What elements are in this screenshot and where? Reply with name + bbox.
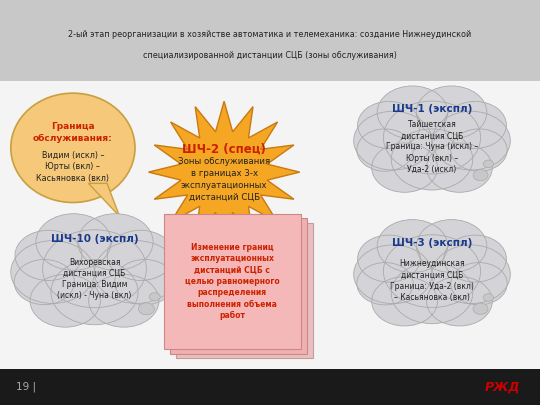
Circle shape <box>473 303 488 314</box>
Circle shape <box>11 241 94 303</box>
Text: Тайшетская
дистанция СЦБ
Граница: Чуна (искл) –
Юрты (вкл) –
Уда-2 (искл): Тайшетская дистанция СЦБ Граница: Чуна (… <box>386 120 478 174</box>
Polygon shape <box>89 183 119 216</box>
Text: ШЧ-2 (спец): ШЧ-2 (спец) <box>182 143 266 156</box>
Text: ШЧ-1 (экспл): ШЧ-1 (экспл) <box>392 104 472 114</box>
Circle shape <box>78 214 153 270</box>
Text: РЖД: РЖД <box>484 380 520 393</box>
Circle shape <box>357 262 413 305</box>
Ellipse shape <box>11 93 135 202</box>
Circle shape <box>427 277 492 326</box>
Circle shape <box>416 86 487 139</box>
Text: Зоны обслуживания
в границах 3-х
эксплуатационных
дистанций СЦБ: Зоны обслуживания в границах 3-х эксплуа… <box>178 157 270 201</box>
Circle shape <box>357 235 420 282</box>
Circle shape <box>377 86 448 139</box>
Circle shape <box>377 220 448 273</box>
Circle shape <box>89 275 159 327</box>
FancyBboxPatch shape <box>176 223 313 358</box>
Circle shape <box>444 235 507 282</box>
Circle shape <box>432 111 510 170</box>
Text: ШЧ-10 (экспл): ШЧ-10 (экспл) <box>51 234 138 244</box>
FancyBboxPatch shape <box>164 214 301 349</box>
Text: ШЧ-3 (экспл): ШЧ-3 (экспл) <box>392 238 472 248</box>
Circle shape <box>372 277 437 326</box>
FancyBboxPatch shape <box>0 0 540 369</box>
Circle shape <box>354 111 432 170</box>
Circle shape <box>473 170 488 181</box>
Circle shape <box>392 262 472 324</box>
Circle shape <box>30 275 100 327</box>
FancyBboxPatch shape <box>0 369 540 405</box>
Circle shape <box>483 160 494 168</box>
FancyBboxPatch shape <box>170 218 307 354</box>
Text: Видим (искл) –
Юрты (вкл) –
Касьяновка (вкл): Видим (искл) – Юрты (вкл) – Касьяновка (… <box>36 151 110 183</box>
Circle shape <box>114 260 175 305</box>
Circle shape <box>383 101 481 174</box>
Circle shape <box>383 235 481 307</box>
Circle shape <box>107 230 174 280</box>
Text: специализированной дистанции СЦБ (зоны обслуживания): специализированной дистанции СЦБ (зоны о… <box>143 51 397 60</box>
Circle shape <box>416 220 487 273</box>
Circle shape <box>14 260 75 305</box>
Circle shape <box>432 245 510 304</box>
Text: 19 |: 19 | <box>16 382 36 392</box>
Circle shape <box>36 214 111 270</box>
Circle shape <box>357 129 413 171</box>
Circle shape <box>15 230 82 280</box>
Circle shape <box>483 294 494 301</box>
Circle shape <box>451 262 507 305</box>
Circle shape <box>372 143 437 192</box>
Text: Изменение границ
эксплуатационных
дистанций СЦБ с
целью равномерного
распределен: Изменение границ эксплуатационных дистан… <box>185 243 280 320</box>
Circle shape <box>427 143 492 192</box>
Text: Нижнеудинская
дистанция СЦБ
Граница: Уда-2 (вкл)
– Касьяновка (вкл): Нижнеудинская дистанция СЦБ Граница: Уда… <box>390 260 474 302</box>
Circle shape <box>138 303 154 315</box>
Circle shape <box>150 293 160 301</box>
Circle shape <box>451 129 507 171</box>
Polygon shape <box>148 101 300 243</box>
FancyBboxPatch shape <box>0 0 540 81</box>
Circle shape <box>357 101 420 149</box>
Circle shape <box>444 101 507 149</box>
Circle shape <box>43 230 146 308</box>
Circle shape <box>94 241 178 303</box>
Text: Граница
обслуживания:: Граница обслуживания: <box>33 122 113 143</box>
Text: 2-ый этап реорганизации в хозяйстве автоматика и телемеханика: создание Нижнеуди: 2-ый этап реорганизации в хозяйстве авто… <box>69 30 471 39</box>
Circle shape <box>51 260 138 325</box>
Circle shape <box>354 245 432 304</box>
Text: Вихоревская
дистанция СЦБ
Граница: Видим
(искл) - Чуна (вкл): Вихоревская дистанция СЦБ Граница: Видим… <box>57 258 132 300</box>
Circle shape <box>392 129 472 190</box>
